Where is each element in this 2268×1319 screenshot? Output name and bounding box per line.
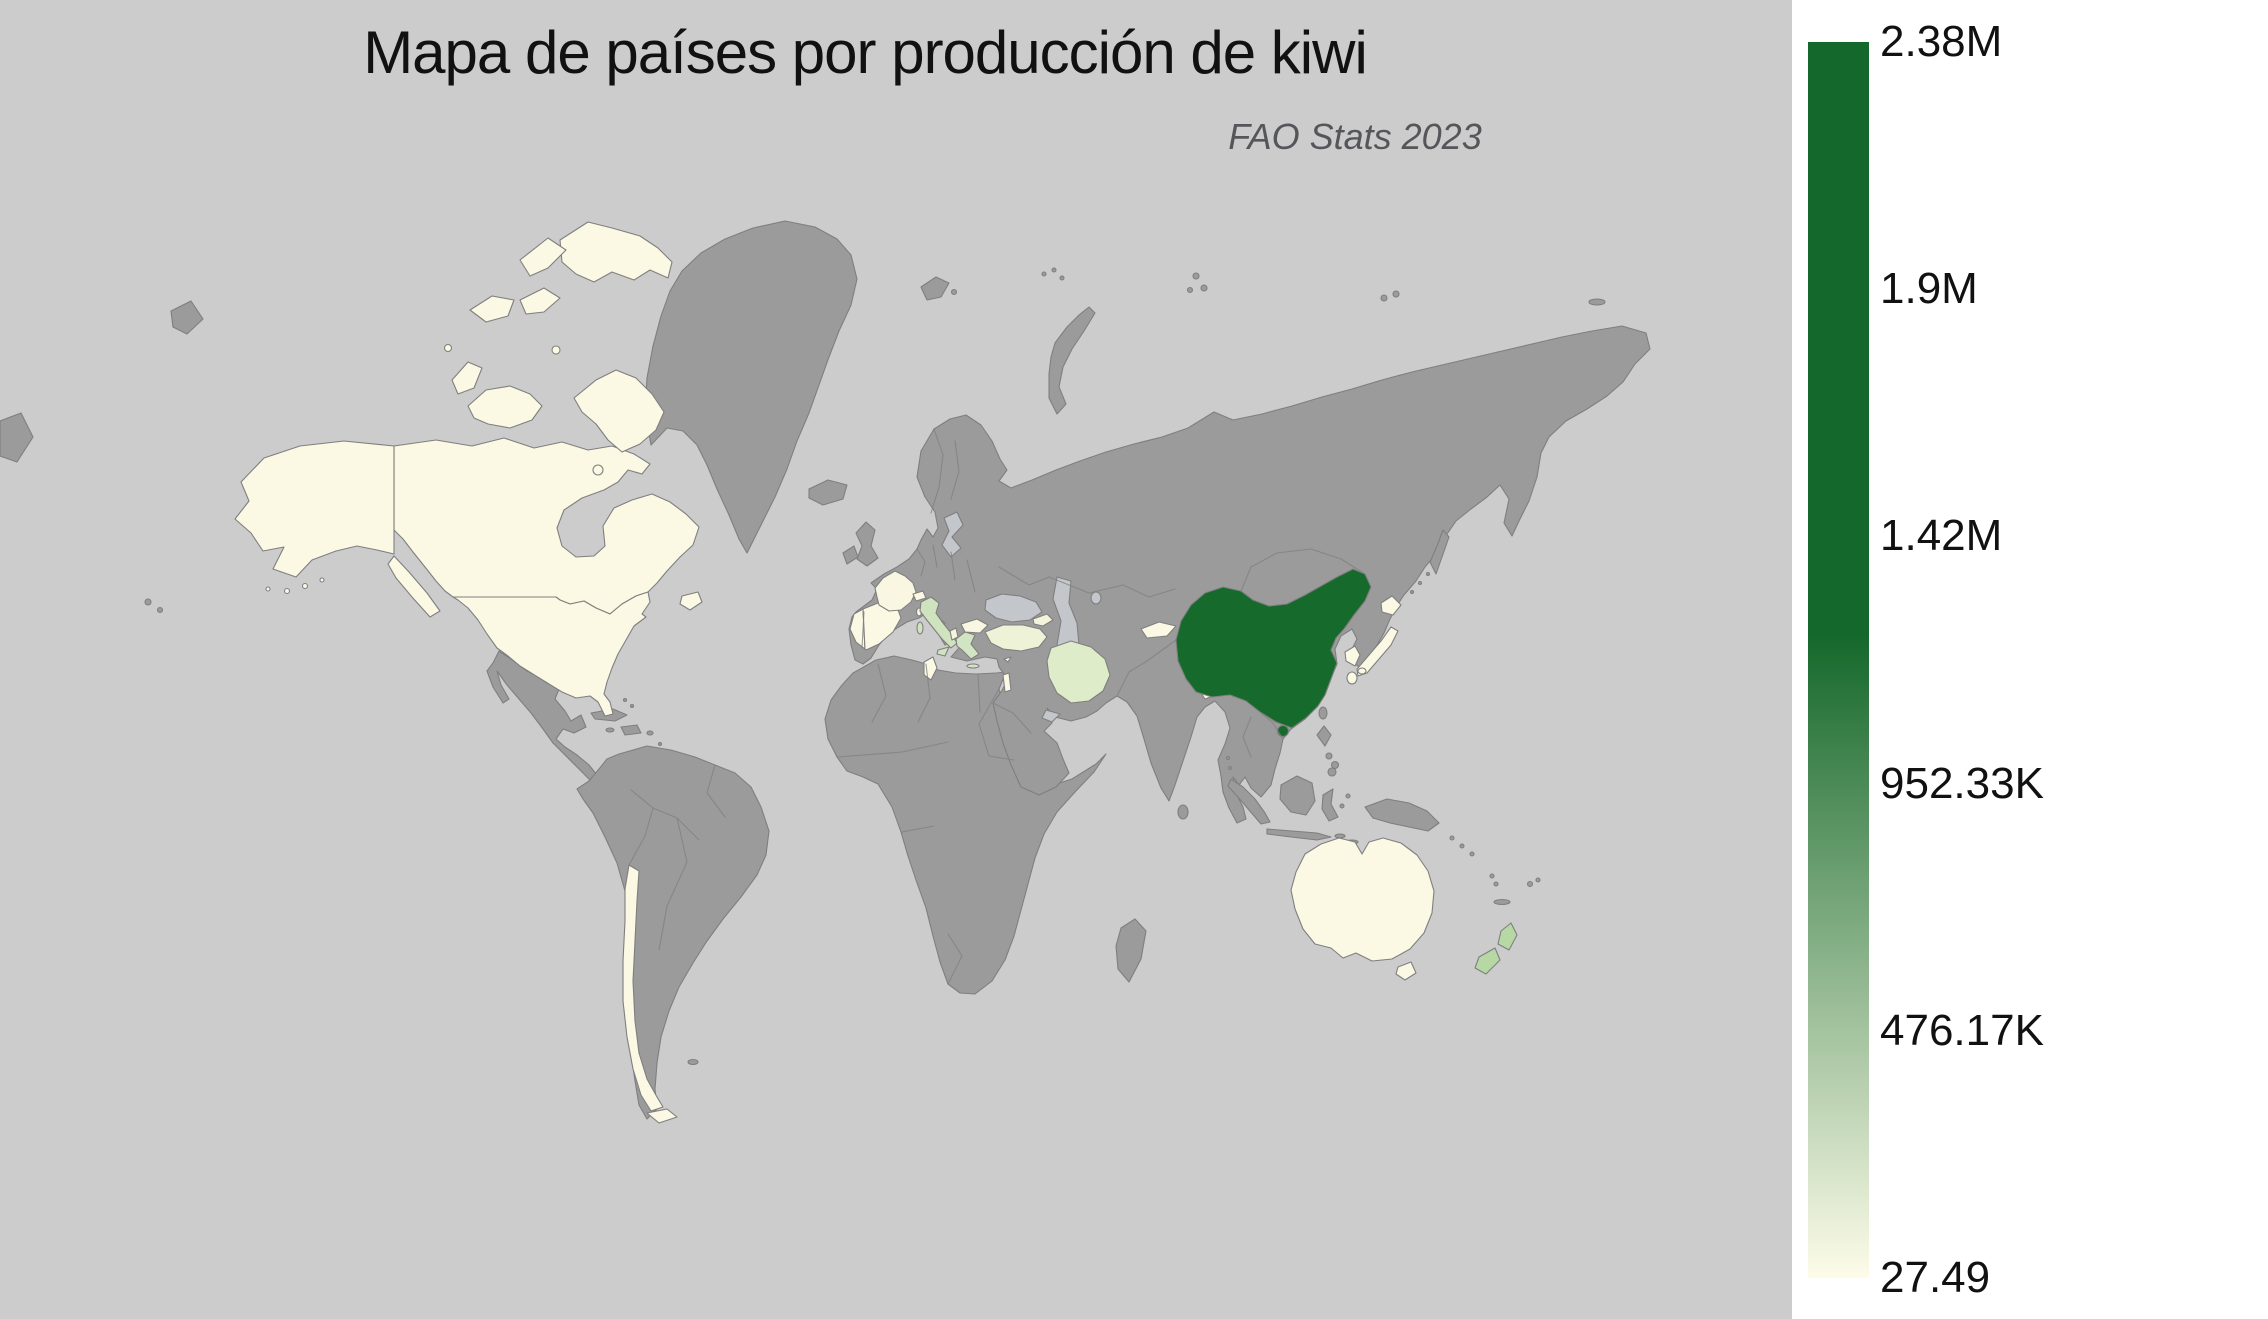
africa <box>824 655 1107 995</box>
country-madagascar <box>1115 918 1147 983</box>
country-turkey <box>984 624 1048 652</box>
map-area <box>0 0 1792 1319</box>
country-greenland <box>644 220 858 554</box>
country-ireland <box>842 545 859 565</box>
country-sri-lanka <box>1177 804 1189 820</box>
colorbar-gradient <box>1808 42 1869 1278</box>
country-new-zealand <box>1474 922 1518 975</box>
aral-sea <box>1090 591 1102 605</box>
chart-subtitle: FAO Stats 2023 <box>1228 116 1482 157</box>
no-data-countries <box>0 220 1651 1120</box>
colorbar-tick-2: 1.42M <box>1880 511 2003 560</box>
colorbar-tick-4: 476.17K <box>1880 1006 2044 1055</box>
country-switzerland <box>912 590 927 602</box>
chart-title: Mapa de países por producción de kiwi <box>363 19 1368 86</box>
south-america <box>576 745 770 1120</box>
country-georgia <box>1032 613 1054 627</box>
country-papua-new-guinea <box>1364 798 1440 832</box>
country-portugal <box>849 608 866 650</box>
country-kyrgyzstan <box>1140 621 1177 639</box>
country-cyprus <box>1003 656 1012 663</box>
colorbar-tick-max: 2.38M <box>1880 17 2003 66</box>
country-canada <box>393 221 703 615</box>
country-iceland <box>808 479 848 506</box>
country-chile <box>622 864 678 1124</box>
country-iran <box>1046 640 1111 704</box>
world-map <box>0 220 1651 1124</box>
baltic-sea <box>941 511 964 558</box>
country-south-korea <box>1344 645 1361 667</box>
country-united-kingdom <box>855 521 879 567</box>
country-italy <box>916 596 958 657</box>
country-japan <box>1346 595 1402 685</box>
colorbar-legend-panel: 2.38M 1.9M 1.42M 952.33K 476.17K 27.49 <box>1792 0 2268 1319</box>
persian-gulf <box>1041 709 1061 723</box>
colorbar-tick-3: 952.33K <box>1880 759 2044 808</box>
country-australia <box>1290 837 1435 981</box>
country-france <box>874 570 923 617</box>
colorbar-tick-1: 1.9M <box>1880 264 1978 313</box>
black-sea <box>984 593 1043 623</box>
country-greece <box>955 631 980 669</box>
country-united-states <box>234 440 651 717</box>
country-taiwan <box>1318 706 1328 720</box>
internal-borders <box>628 428 1366 985</box>
country-china <box>1175 568 1372 738</box>
country-bulgaria <box>960 618 989 634</box>
colorbar-tick-min: 27.49 <box>1880 1253 1991 1302</box>
country-israel <box>1002 672 1012 693</box>
